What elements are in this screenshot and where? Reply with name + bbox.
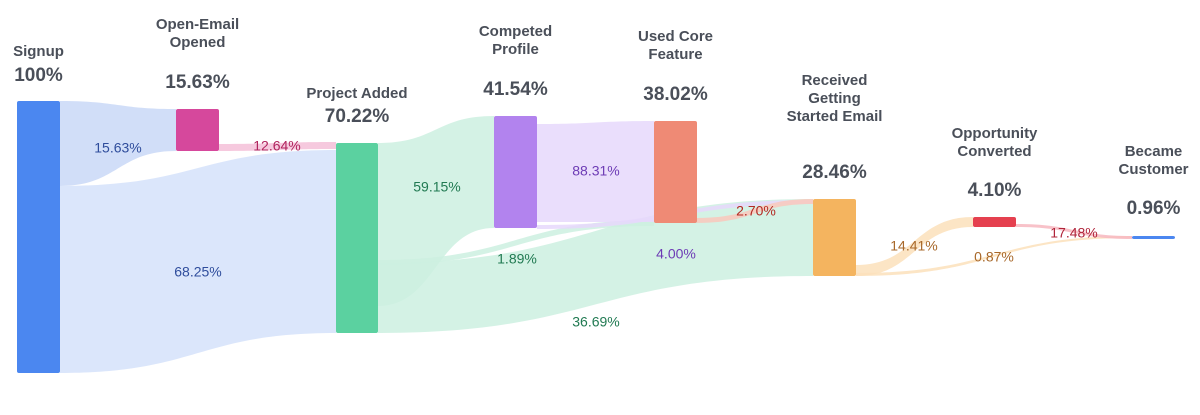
flow-label-project_added-to-used_core: 1.89% (497, 251, 537, 267)
node-project_added[interactable] (336, 143, 378, 333)
flow-signup-to-project_added (60, 150, 336, 373)
flow-label-received_email-to-opportunity: 14.41% (890, 238, 937, 254)
node-name-used_core: Used Core Feature (637, 28, 714, 63)
node-percent-used_core: 38.02% (643, 84, 708, 105)
flow-label-open_email-to-project_added: 12.64% (253, 138, 300, 154)
flow-project_added-to-used_core (378, 220, 654, 265)
flow-signup-to-open_email (60, 101, 176, 186)
node-name-signup: Signup (13, 43, 64, 60)
node-signup[interactable] (17, 101, 60, 373)
node-name-project_added: Project Added (306, 85, 408, 102)
flow-label-project_added-to-received_email: 36.69% (572, 314, 619, 330)
node-customer[interactable] (1132, 236, 1175, 239)
node-percent-received_email: 28.46% (802, 162, 867, 183)
flow-label-received_email-to-customer: 0.87% (974, 249, 1014, 265)
flow-received_email-to-customer (856, 236, 1132, 276)
node-received_email[interactable] (813, 199, 856, 276)
node-opportunity[interactable] (973, 217, 1016, 227)
node-percent-project_added: 70.22% (324, 106, 390, 127)
node-percent-open_email: 15.63% (165, 72, 230, 93)
flow-project_added-to-completed_profile (378, 116, 494, 306)
node-completed_profile[interactable] (494, 116, 537, 228)
flow-used_core-to-received_email (697, 199, 813, 223)
flow-project_added-to-received_email (378, 199, 813, 333)
node-name-received_email: Received Getting Started Email (786, 72, 883, 125)
flow-label-used_core-to-received_email: 2.70% (736, 203, 776, 219)
flow-label-signup-to-project_added: 68.25% (174, 264, 221, 280)
node-percent-customer: 0.96% (1126, 198, 1181, 219)
flow-label-opportunity-to-customer: 17.48% (1050, 225, 1097, 241)
node-name-customer: Became Customer (1118, 143, 1189, 178)
node-open_email[interactable] (176, 109, 219, 151)
flow-received_email-to-opportunity (856, 217, 973, 276)
flow-completed_profile-to-used_core (537, 121, 654, 222)
flow-label-signup-to-open_email: 15.63% (94, 140, 141, 156)
node-percent-completed_profile: 41.54% (483, 79, 548, 100)
node-used_core[interactable] (654, 121, 697, 223)
node-percent-signup: 100% (14, 65, 63, 86)
flow-opportunity-to-customer (1016, 224, 1132, 239)
node-name-open_email: Open-Email Opened (155, 16, 240, 51)
node-percent-opportunity: 4.10% (967, 180, 1022, 201)
node-name-opportunity: Opportunity Converted (951, 125, 1038, 160)
flow-label-completed_profile-to-used_core: 88.31% (572, 163, 619, 179)
flow-label-project_added-to-completed_profile: 59.15% (413, 179, 460, 195)
flow-open_email-to-project_added (219, 142, 336, 151)
node-name-completed_profile: Competed Profile (478, 23, 553, 58)
flow-label-completed_profile-to-received_email: 4.00% (656, 246, 696, 262)
